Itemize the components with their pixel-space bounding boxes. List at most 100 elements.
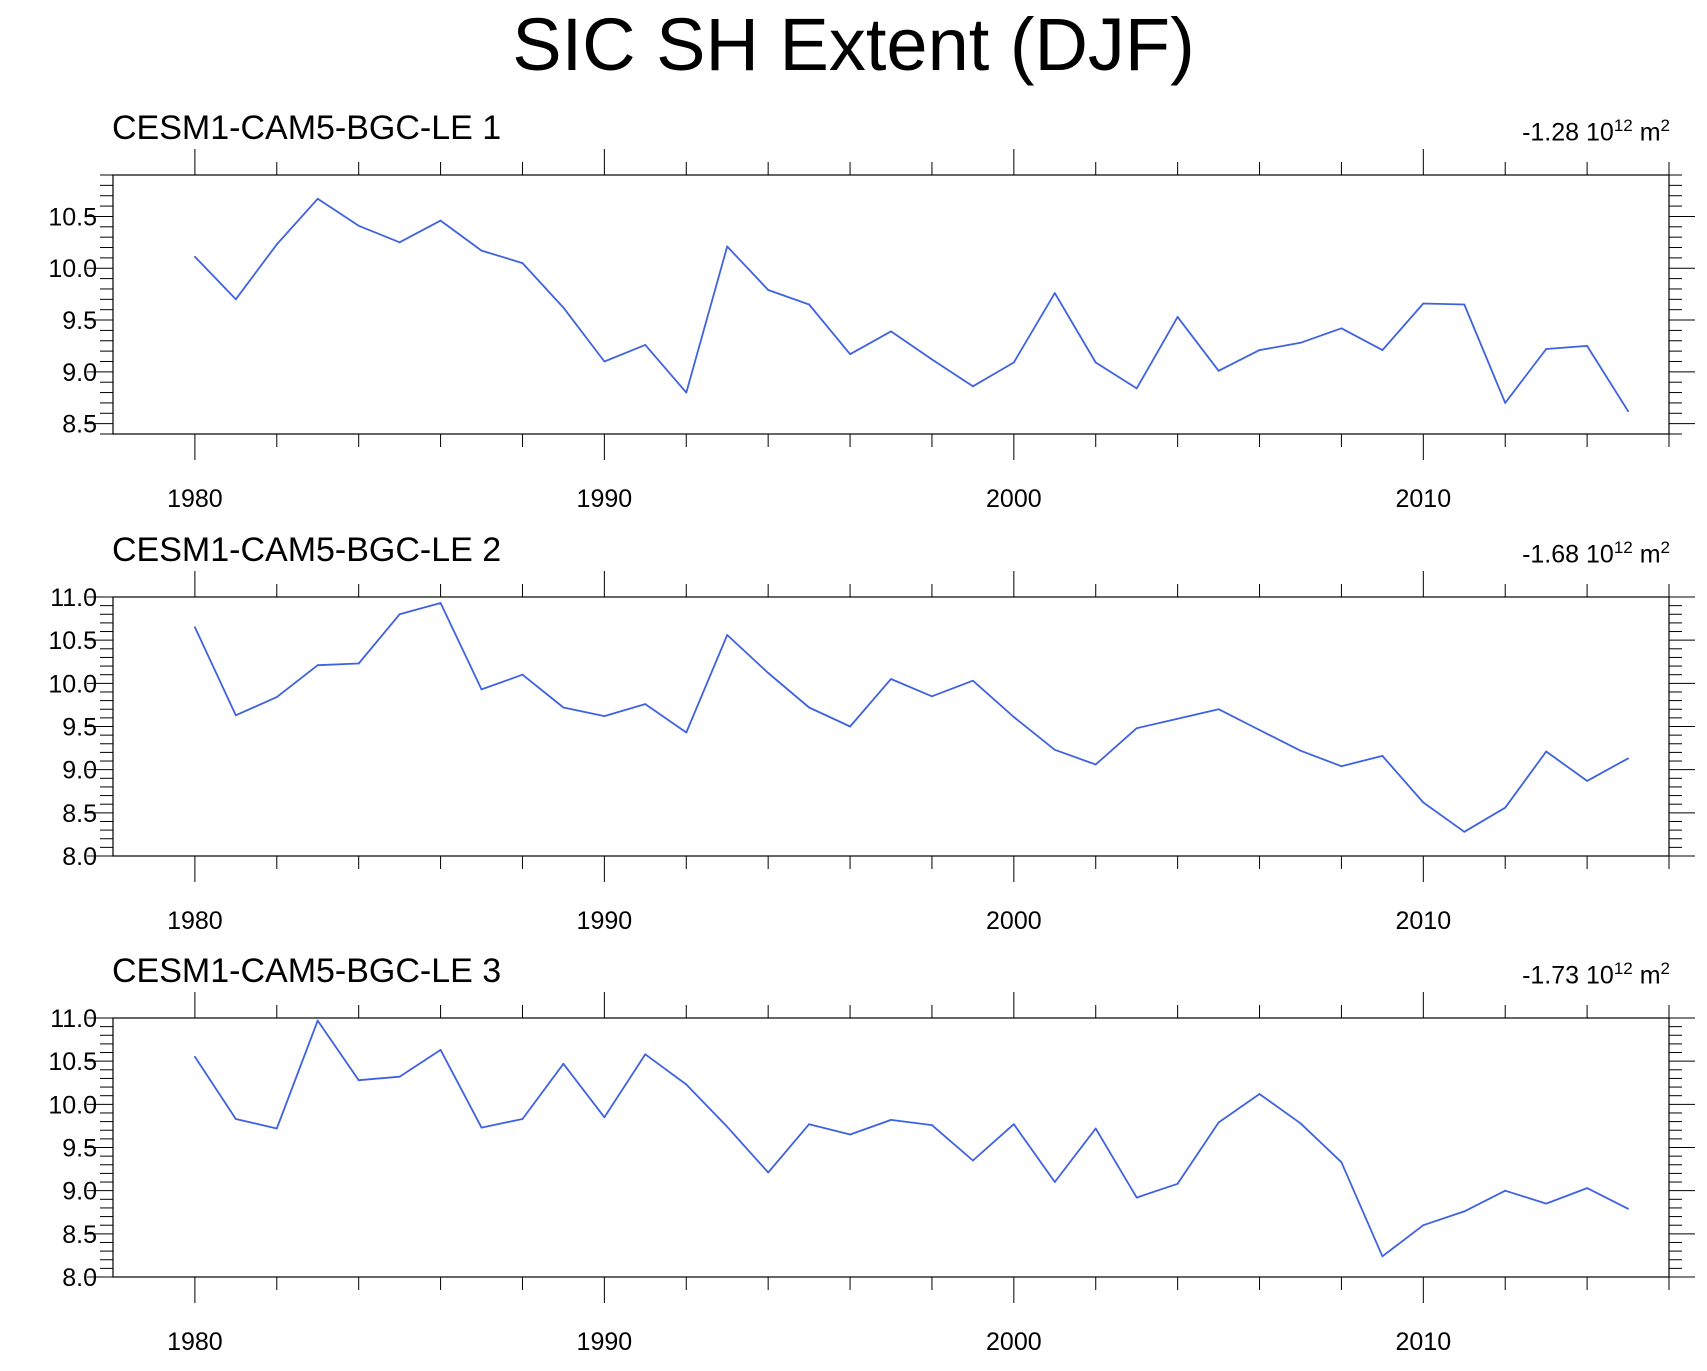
data-point	[1381, 349, 1384, 351]
data-point	[1176, 717, 1179, 720]
x-ticks	[194, 571, 1670, 882]
plot-frame	[112, 596, 1670, 857]
x-tick-label: 2000	[986, 1328, 1042, 1356]
data-point	[562, 306, 565, 309]
y-tick-label: 11.0	[50, 1005, 97, 1033]
data-point	[521, 262, 524, 264]
data-point	[193, 1055, 196, 1058]
data-point	[685, 1083, 688, 1086]
trend-base: 10	[1586, 961, 1614, 990]
trend-unit-exponent: 2	[1660, 538, 1670, 557]
data-point	[316, 197, 319, 200]
series-line	[194, 602, 1629, 833]
data-point	[1504, 806, 1507, 809]
data-point	[562, 1062, 565, 1065]
data-point	[767, 289, 770, 291]
y-tick-label: 10.0	[48, 1091, 97, 1119]
x-tick-label: 1990	[577, 485, 633, 513]
data-point	[275, 243, 278, 246]
data-point	[767, 672, 770, 674]
data-point	[1217, 708, 1220, 711]
data-point	[1053, 748, 1056, 751]
data-point	[1299, 1122, 1302, 1125]
y-tick-label: 9.0	[62, 359, 97, 387]
trend-exponent: 12	[1613, 538, 1633, 557]
data-point	[480, 249, 483, 252]
data-point	[767, 1171, 770, 1174]
data-point	[603, 715, 606, 718]
data-point	[1463, 303, 1466, 306]
data-point	[890, 330, 892, 333]
panel-title: CESM1-CAM5-BGC-LE 1	[112, 109, 502, 147]
y-tick-label: 10.5	[48, 627, 97, 655]
data-point	[1545, 1202, 1548, 1205]
data-point	[193, 255, 196, 258]
x-tick-label: 1980	[167, 907, 223, 935]
trend-value: -1.28	[1522, 118, 1580, 147]
data-point	[1545, 348, 1548, 350]
data-point	[890, 1118, 892, 1121]
data-point	[439, 602, 442, 604]
data-point	[1094, 1127, 1097, 1130]
data-point	[644, 703, 647, 705]
data-point	[439, 219, 442, 222]
data-point	[1586, 1187, 1589, 1189]
data-point	[275, 1127, 278, 1130]
y-tick-label: 8.0	[62, 843, 97, 871]
series-points	[193, 602, 1629, 833]
chart-panel-3: CESM1-CAM5-BGC-LE 3 -1.73 1012 m2 1980 19…	[0, 951, 1707, 1371]
data-point	[890, 678, 892, 680]
y-tick-label: 9.0	[62, 1178, 97, 1206]
x-tick-label: 1980	[167, 1328, 223, 1356]
data-point	[1586, 345, 1589, 347]
data-point	[398, 241, 401, 244]
data-point	[357, 224, 360, 227]
data-point	[1217, 1121, 1220, 1124]
data-point	[1135, 1196, 1138, 1199]
plot-area: 1980 1990 2000 2010 8.0 8.5 9.0 9.5 10.0 10.5 11.0	[48, 992, 1695, 1356]
data-point	[644, 1053, 647, 1056]
data-point	[1094, 361, 1097, 364]
data-point	[1463, 1210, 1466, 1213]
plot-area: 1980 1990 2000 2010 8.0 8.5 9.0 9.5 10.0 10.5 11.0	[48, 571, 1695, 935]
y-tick-label: 9.0	[62, 757, 97, 785]
data-point	[234, 298, 237, 301]
data-point	[1586, 779, 1589, 782]
data-point	[521, 673, 524, 676]
data-point	[808, 706, 811, 709]
data-point	[1463, 830, 1466, 833]
data-point	[1012, 361, 1015, 364]
data-point	[1135, 727, 1138, 730]
trend-exponent: 12	[1613, 959, 1633, 978]
chart-panel-1: CESM1-CAM5-BGC-LE 1 -1.28 1012 m2 1980 19…	[0, 108, 1707, 528]
trend-unit-exponent: 2	[1660, 959, 1670, 978]
data-point	[849, 353, 851, 356]
x-tick-label: 2010	[1396, 1328, 1452, 1356]
y-tick-label: 10.0	[48, 255, 97, 283]
data-point	[316, 1019, 319, 1022]
trend-value: -1.68	[1522, 540, 1580, 569]
data-point	[275, 696, 278, 699]
data-point	[726, 634, 729, 636]
series-points	[193, 197, 1629, 413]
data-point	[1504, 1189, 1507, 1192]
data-point	[562, 706, 565, 709]
x-tick-label: 2000	[986, 907, 1042, 935]
data-point	[357, 662, 360, 665]
y-tick-label: 10.0	[48, 670, 97, 698]
data-point	[1258, 349, 1261, 351]
y-tick-label: 9.5	[62, 714, 97, 742]
plot-frame	[112, 174, 1670, 435]
data-point	[1504, 402, 1507, 404]
y-tick-label: 8.0	[62, 1264, 97, 1292]
data-point	[1627, 1207, 1629, 1210]
data-point	[1422, 302, 1425, 305]
trend-annotation: -1.68 1012 m2	[1522, 530, 1670, 572]
x-ticks	[194, 149, 1670, 460]
x-tick-label: 2010	[1396, 485, 1452, 513]
x-tick-label: 2010	[1396, 907, 1452, 935]
y-tick-label: 9.5	[62, 1135, 97, 1163]
data-point	[808, 1123, 811, 1126]
x-tick-label: 1990	[577, 1328, 633, 1356]
data-point	[603, 1116, 606, 1119]
